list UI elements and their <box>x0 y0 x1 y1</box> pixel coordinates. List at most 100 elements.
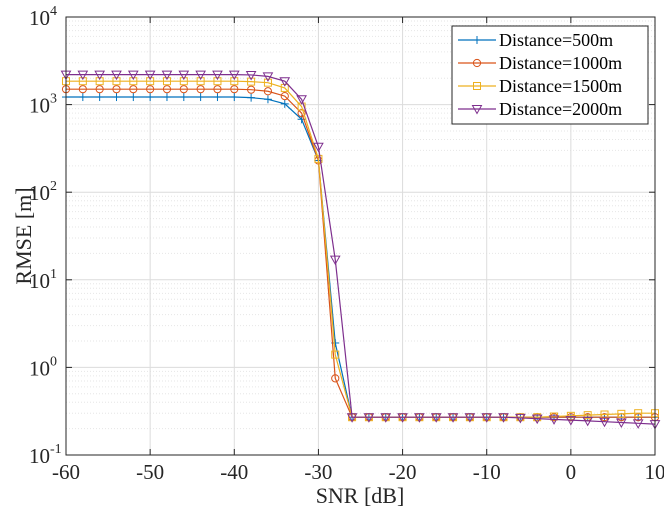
data-point <box>78 77 87 86</box>
data-point <box>146 93 155 102</box>
y-tick-label-base: 10 <box>29 269 50 293</box>
data-point <box>78 93 87 102</box>
data-point <box>314 154 323 163</box>
data-point <box>129 85 138 94</box>
data-point <box>548 415 560 425</box>
data-point <box>447 413 459 423</box>
data-point <box>280 92 289 101</box>
axis-ticks <box>65 16 656 456</box>
data-point <box>247 85 256 94</box>
x-tick-label: 10 <box>645 460 664 484</box>
data-point <box>112 85 121 94</box>
y-tick-label: 10 0 <box>29 354 57 380</box>
data-point <box>179 85 188 94</box>
legend-entry: Distance=500m <box>458 30 613 50</box>
data-point <box>228 70 240 81</box>
x-tick-label: -20 <box>389 460 417 484</box>
data-point <box>263 78 272 87</box>
data-point <box>196 85 205 94</box>
x-tick-label: -50 <box>136 460 164 484</box>
data-point <box>430 413 442 423</box>
data-point <box>213 93 222 102</box>
data-point <box>112 77 121 86</box>
data-point <box>296 95 307 105</box>
y-axis-label: RMSE [m] <box>11 187 36 284</box>
data-point <box>162 85 172 94</box>
data-point <box>127 70 139 81</box>
x-tick-label: 0 <box>566 460 577 484</box>
data-point <box>615 418 627 429</box>
data-point <box>95 85 104 94</box>
data-point <box>213 77 222 86</box>
data-point <box>464 413 476 423</box>
data-point <box>178 70 190 81</box>
legend-marker <box>473 36 481 44</box>
data-point <box>95 93 104 102</box>
data-point <box>245 70 257 81</box>
data-point <box>262 72 274 82</box>
data-point <box>112 93 121 102</box>
data-point <box>280 99 289 108</box>
data-point <box>179 93 188 102</box>
data-point <box>331 350 340 359</box>
y-tick-label-base: 10 <box>29 94 50 118</box>
data-point <box>498 413 509 423</box>
data-point <box>634 409 643 418</box>
data-point <box>230 77 239 86</box>
data-point <box>196 77 205 86</box>
y-tick-label-exponent: 2 <box>50 179 57 194</box>
series-distance-2000m <box>60 70 661 430</box>
data-point <box>279 77 291 87</box>
data-point <box>78 85 87 94</box>
data-point <box>111 70 122 81</box>
legend-label: Distance=1000m <box>499 53 622 73</box>
x-axis-label: SNR [dB] <box>316 483 405 508</box>
y-tick-label: 10 -1 <box>29 442 62 468</box>
legend-label: Distance=1500m <box>499 76 622 96</box>
data-point <box>617 409 626 418</box>
y-tick-label: 10 2 <box>29 179 57 205</box>
x-tick-labels: -60 -50 -40 -30 -20 -10 0 10 <box>52 460 664 484</box>
data-point <box>363 413 375 423</box>
series-layer <box>60 70 661 430</box>
data-point <box>397 413 408 423</box>
legend-label: Distance=2000m <box>499 99 622 119</box>
x-tick-label: -10 <box>473 460 501 484</box>
data-point <box>565 416 577 426</box>
data-point <box>179 77 188 86</box>
axes-box <box>65 16 656 456</box>
y-tick-label-exponent: -1 <box>50 442 62 457</box>
data-point <box>515 413 526 424</box>
data-point <box>481 413 493 423</box>
data-point <box>95 77 104 86</box>
data-point <box>599 417 610 428</box>
x-tick-label: -60 <box>52 460 80 484</box>
data-point <box>247 77 256 86</box>
legend-marker <box>472 58 482 68</box>
data-point <box>280 83 289 92</box>
data-point <box>162 93 171 102</box>
legend-entry: Distance=1500m <box>458 76 622 96</box>
legend-entry: Distance=1000m <box>458 53 622 73</box>
y-tick-label-exponent: 1 <box>50 267 57 282</box>
data-point <box>144 70 156 81</box>
data-point <box>247 93 256 102</box>
y-tick-label-exponent: 0 <box>50 354 57 369</box>
data-point <box>146 77 155 86</box>
data-point <box>263 95 272 104</box>
data-point <box>230 85 239 94</box>
data-point <box>196 93 205 102</box>
y-tick-label-base: 10 <box>29 6 50 30</box>
data-point <box>212 70 223 81</box>
data-point <box>129 93 138 102</box>
data-point <box>213 85 222 94</box>
data-point <box>582 416 594 427</box>
legend-box <box>451 25 649 125</box>
data-point <box>230 93 239 102</box>
data-point <box>346 413 358 423</box>
data-point <box>331 374 340 383</box>
data-point <box>162 77 171 86</box>
data-point <box>94 70 106 81</box>
